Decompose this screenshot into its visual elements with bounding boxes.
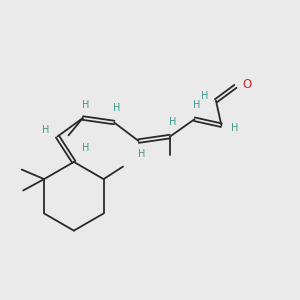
Text: H: H (169, 117, 177, 127)
Text: H: H (82, 142, 89, 153)
Text: H: H (82, 100, 89, 110)
Text: H: H (201, 91, 208, 101)
Text: H: H (138, 149, 145, 160)
Text: H: H (193, 100, 201, 110)
Text: H: H (42, 125, 50, 135)
Text: O: O (242, 78, 251, 92)
Text: H: H (231, 123, 238, 133)
Text: H: H (113, 103, 120, 112)
